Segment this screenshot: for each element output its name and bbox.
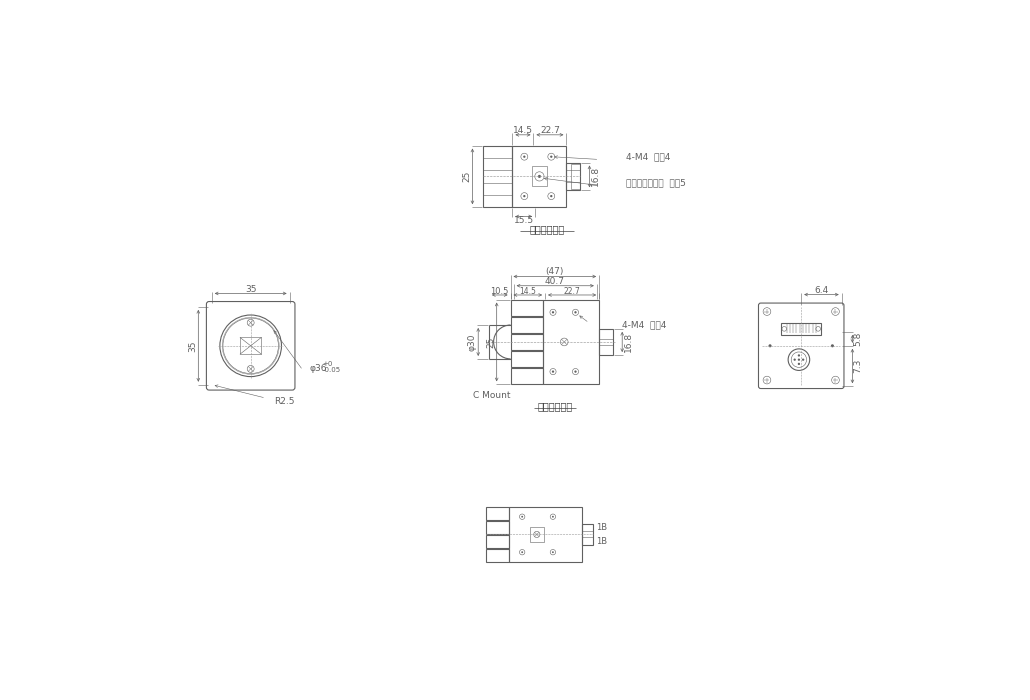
Circle shape: [521, 516, 523, 517]
Bar: [599, 329, 613, 355]
Bar: [511, 317, 543, 333]
Text: 対面同一形状: 対面同一形状: [538, 401, 573, 411]
Bar: [486, 535, 509, 547]
Bar: [529, 526, 544, 542]
Bar: [511, 351, 543, 367]
Circle shape: [793, 358, 796, 361]
Text: 14.5: 14.5: [513, 127, 533, 136]
Bar: [486, 508, 509, 520]
Circle shape: [798, 363, 800, 365]
Text: +0: +0: [322, 361, 333, 368]
Bar: [571, 164, 580, 189]
Text: φ30: φ30: [468, 333, 477, 351]
Circle shape: [538, 175, 541, 178]
Text: 16.8: 16.8: [591, 167, 600, 186]
Bar: [511, 368, 543, 384]
Text: -0.05: -0.05: [322, 367, 340, 372]
Text: (47): (47): [546, 267, 564, 276]
Text: カメラ三脚ネジ  深ご5: カメラ三脚ネジ 深ご5: [626, 178, 686, 187]
Circle shape: [552, 370, 554, 372]
Text: 22.7: 22.7: [540, 127, 560, 136]
Bar: [509, 507, 582, 562]
Text: C Mount: C Mount: [474, 391, 511, 400]
Text: 1B: 1B: [596, 523, 607, 532]
Circle shape: [521, 552, 523, 553]
Bar: [511, 334, 543, 350]
Circle shape: [523, 195, 525, 197]
Bar: [543, 300, 599, 384]
Circle shape: [802, 358, 804, 361]
Circle shape: [552, 516, 554, 517]
Circle shape: [550, 195, 552, 197]
Text: 対面同一形状: 対面同一形状: [529, 224, 564, 234]
Circle shape: [798, 354, 800, 356]
Circle shape: [768, 344, 771, 347]
Bar: [781, 323, 821, 335]
Circle shape: [550, 155, 552, 158]
Text: 35: 35: [188, 340, 198, 351]
Text: 16.8: 16.8: [624, 332, 632, 352]
Text: 7.3: 7.3: [853, 359, 862, 373]
Text: 4-M4  深ご4: 4-M4 深ご4: [622, 320, 666, 329]
Text: 15.5: 15.5: [514, 216, 534, 225]
Circle shape: [831, 344, 834, 347]
Bar: [513, 146, 567, 207]
Text: 1B: 1B: [596, 537, 607, 546]
Text: 22.7: 22.7: [563, 288, 581, 296]
Circle shape: [552, 311, 554, 314]
Text: R2.5: R2.5: [274, 397, 295, 406]
Circle shape: [798, 358, 800, 361]
Bar: [486, 522, 509, 534]
Text: 6.4: 6.4: [815, 286, 828, 295]
Text: 25: 25: [487, 336, 495, 348]
Bar: [531, 167, 547, 186]
Circle shape: [575, 311, 577, 314]
Text: 25: 25: [462, 171, 472, 182]
Text: 14.5: 14.5: [519, 288, 537, 296]
Circle shape: [523, 155, 525, 158]
Bar: [582, 524, 593, 545]
Text: 35: 35: [245, 285, 256, 294]
Bar: [566, 162, 580, 190]
Bar: [511, 300, 543, 316]
Text: 5.8: 5.8: [853, 332, 862, 346]
Text: φ36: φ36: [309, 363, 327, 372]
Text: 40.7: 40.7: [545, 277, 564, 286]
Bar: [486, 549, 509, 561]
Circle shape: [552, 552, 554, 553]
Text: 4-M4  深ご4: 4-M4 深ご4: [626, 152, 671, 161]
Bar: [483, 146, 513, 207]
Bar: [240, 337, 262, 354]
Text: 10.5: 10.5: [490, 288, 509, 296]
Circle shape: [575, 370, 577, 372]
